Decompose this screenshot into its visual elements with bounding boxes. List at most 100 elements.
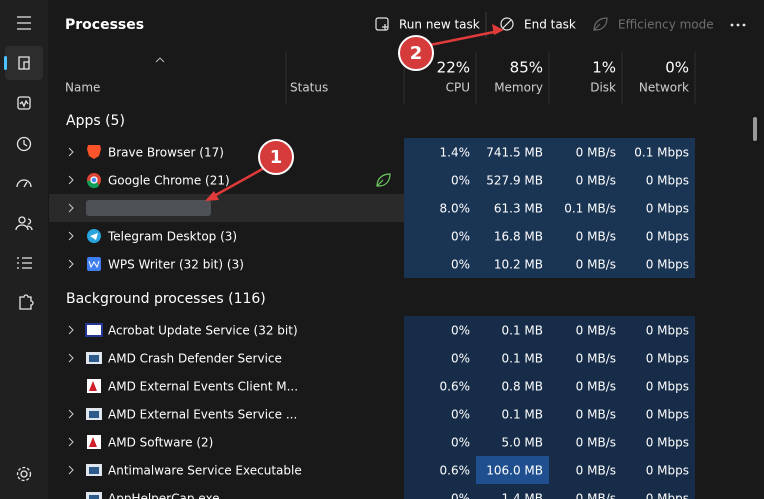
heat-cell — [622, 344, 695, 372]
process-row[interactable]: 0% 5.0 MB 0 MB/s 0 Mbps AMD Software (2) — [68, 428, 695, 456]
heat-cell — [622, 166, 695, 194]
column-header[interactable]: Status — [290, 81, 328, 95]
process-row[interactable]: 0% 16.8 MB 0 MB/s 0 Mbps Telegram Desktop (3… — [68, 222, 695, 250]
metric-cell: 106.0 MB — [486, 464, 543, 478]
process-name: Acrobat Update Service (32 bit) — [108, 324, 298, 338]
metric-cell: 0 MB/s — [576, 324, 616, 338]
heat-cell — [622, 372, 695, 400]
users-icon-body — [15, 218, 33, 231]
details-icon[interactable] — [17, 257, 32, 269]
metric-cell: 0% — [451, 230, 470, 244]
expand-chevron[interactable] — [68, 465, 74, 475]
process-row[interactable]: 8.0% 61.3 MB 0.1 MB/s 0 Mbps — [49, 194, 695, 222]
menu-icon[interactable] — [17, 16, 31, 30]
expand-chevron[interactable] — [68, 325, 74, 335]
expand-chevron[interactable] — [68, 203, 74, 213]
process-row[interactable]: 0% 527.9 MB 0 MB/s 0 Mbps Google Chrome (21) — [68, 166, 695, 194]
annotation-arrow — [213, 165, 267, 198]
process-name: WPS Writer (32 bit) (3) — [108, 258, 244, 272]
metric-cell: 0 MB/s — [576, 258, 616, 272]
end-task-icon — [500, 17, 514, 31]
expand-chevron[interactable] — [68, 409, 74, 419]
action-button[interactable]: End task — [524, 18, 576, 32]
action-button[interactable]: Efficiency mode — [618, 18, 714, 32]
annotation-badge — [258, 139, 294, 175]
expand-chevron[interactable] — [68, 231, 74, 241]
metric-cell: 527.9 MB — [486, 174, 543, 188]
metric-cell: 0% — [451, 492, 470, 499]
column-header[interactable]: Disk — [590, 81, 616, 95]
metric-cell: 0 MB/s — [576, 380, 616, 394]
column-header[interactable]: Network — [639, 81, 689, 95]
column-header[interactable]: Name — [65, 81, 100, 95]
process-row[interactable]: 0% 0.1 MB 0 MB/s 0 Mbps Acrobat Update Servi… — [68, 316, 695, 344]
heat-cell — [476, 484, 549, 499]
column-usage[interactable]: 85% — [510, 59, 543, 77]
action-button[interactable]: Run new task — [399, 18, 480, 32]
process-row[interactable]: 0% 1.4 MB 0 MB/s 0 Mbps AppHelperCap.exe — [86, 484, 695, 499]
users-icon[interactable] — [18, 216, 26, 224]
metric-cell: 0 MB/s — [576, 408, 616, 422]
more-button[interactable] — [730, 23, 746, 27]
expand-chevron[interactable] — [68, 437, 74, 447]
heat-cell — [404, 316, 476, 344]
heat-cell — [476, 344, 549, 372]
metric-cell: 0 Mbps — [646, 380, 689, 394]
process-row[interactable]: 0% 0.1 MB 0 MB/s 0 Mbps AMD Crash Defender S… — [68, 344, 695, 372]
history-icon[interactable] — [16, 136, 32, 152]
expand-chevron[interactable] — [68, 147, 74, 157]
expand-chevron[interactable] — [68, 259, 74, 269]
column-header[interactable]: CPU — [446, 81, 470, 95]
metric-cell: 0% — [451, 408, 470, 422]
heat-cell — [404, 344, 476, 372]
annotation-badge — [398, 35, 434, 71]
heat-cell — [476, 400, 549, 428]
process-name: AMD External Events Client M... — [108, 380, 298, 394]
metric-cell: 0 MB/s — [576, 492, 616, 499]
column-header[interactable]: Memory — [494, 81, 543, 95]
process-list: Apps (5) 1.4% 741.5 MB 0 MB/s 0.1 Mbps Brave … — [49, 113, 695, 499]
heat-cell — [404, 166, 476, 194]
services-icon[interactable] — [19, 294, 34, 310]
heat-cell — [476, 222, 549, 250]
expand-chevron[interactable] — [68, 353, 74, 363]
annotation-arrowhead — [205, 191, 219, 201]
history-hand — [23, 140, 28, 147]
process-name: Antimalware Service Executable — [108, 464, 302, 478]
heat-cell — [622, 222, 695, 250]
processes-icon[interactable] — [18, 56, 30, 70]
metric-cell: 0% — [451, 324, 470, 338]
metric-cell: 0 MB/s — [576, 174, 616, 188]
process-row[interactable]: 0.6% 106.0 MB 0 MB/s 0 Mbps Antimalware Serv… — [68, 456, 695, 484]
process-row[interactable]: 0.6% 0.8 MB 0 MB/s 0 Mbps AMD External Event… — [87, 372, 695, 400]
metric-cell: 0.1 MB/s — [564, 202, 616, 216]
process-row[interactable]: 1.4% 741.5 MB 0 MB/s 0.1 Mbps Brave Browser … — [68, 138, 695, 166]
process-row[interactable]: 0% 10.2 MB 0 MB/s 0 Mbps WPS Writer (32 bit)… — [68, 250, 695, 278]
column-usage[interactable]: 1% — [592, 59, 616, 77]
app-icon — [89, 411, 99, 418]
metric-cell: 1.4 MB — [502, 492, 543, 499]
metric-cell: 0.8 MB — [502, 380, 543, 394]
heat-cell — [476, 428, 549, 456]
metric-cell: 0.1 MB — [502, 324, 543, 338]
process-name: AMD Software (2) — [108, 436, 213, 450]
heat-cell — [404, 456, 476, 484]
heat-cell — [549, 344, 622, 372]
annotation: 1 2 — [205, 24, 504, 201]
process-row[interactable]: 0% 0.1 MB 0 MB/s 0 Mbps AMD External Events … — [68, 400, 695, 428]
metric-cell: 741.5 MB — [486, 146, 543, 160]
efficiency-icon — [593, 17, 608, 31]
heat-cell — [549, 316, 622, 344]
heat-cell — [404, 222, 476, 250]
heat-cell — [476, 250, 549, 278]
startup-icon[interactable] — [16, 179, 32, 188]
column-separators — [285, 52, 696, 104]
column-usage[interactable]: 22% — [437, 59, 470, 77]
column-usage[interactable]: 0% — [665, 59, 689, 77]
process-name: Google Chrome (21) — [108, 174, 230, 188]
heat-cell — [549, 138, 622, 166]
performance-icon[interactable] — [17, 96, 31, 110]
settings-icon[interactable] — [20, 470, 28, 478]
scrollbar-thumb[interactable] — [753, 117, 757, 141]
expand-chevron[interactable] — [68, 175, 74, 185]
